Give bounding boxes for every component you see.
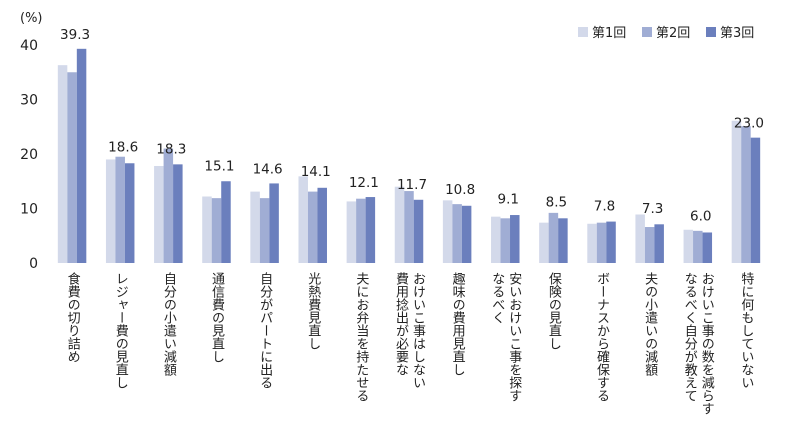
bar [635, 214, 645, 263]
bar [124, 163, 135, 263]
legend-swatch [706, 27, 716, 37]
bar [750, 137, 761, 263]
bar [461, 205, 472, 263]
data-label: 10.8 [445, 182, 475, 198]
y-tick-label: 40 [20, 38, 38, 54]
bar [413, 199, 424, 263]
bar [693, 230, 703, 263]
bars-group [57, 48, 761, 263]
bar [558, 218, 568, 263]
x-tick-label: レジャー費の見直し [113, 272, 129, 389]
x-tick-label: なるべく [489, 272, 505, 324]
legend-label: 第3回 [720, 26, 754, 41]
bar [702, 232, 713, 263]
data-label: 18.6 [108, 140, 138, 156]
x-tick-label: おけいこ事はしない [410, 272, 426, 389]
x-tick-label: 費用捻出が必要な [393, 272, 409, 376]
data-label: 14.1 [301, 164, 331, 180]
bar [539, 222, 549, 263]
y-tick-label: 10 [20, 202, 38, 218]
data-labels-group: 39.3 18.6 18.3 15.1 14.6 14.1 12.1 11.7 10.8 9.1 8… [60, 27, 764, 224]
data-label: 7.3 [642, 201, 663, 217]
x-tick-label: 自分の小遣い減額 [161, 272, 177, 377]
data-label: 12.1 [349, 175, 379, 191]
y-tick-label: 0 [29, 256, 38, 272]
bar [202, 196, 212, 263]
bar [587, 223, 597, 263]
y-axis: 0 10 20 30 40 [20, 38, 38, 272]
bar [654, 224, 664, 263]
y-tick-label: 20 [20, 147, 38, 163]
bar [259, 198, 270, 263]
bar [404, 191, 414, 263]
bar [115, 156, 125, 263]
x-tick-label: 特に何もしていない [738, 272, 754, 389]
data-label: 14.6 [253, 161, 283, 177]
bar [452, 204, 462, 263]
x-tick-label: 安いおけいこ事を探す [506, 272, 522, 402]
x-tick-labels-group: 食費の切り詰め レジャー費の見直し 自分の小遣い減額 通信費の見直し 自分がパートに出る… [65, 271, 754, 415]
bar [67, 72, 77, 263]
x-tick-label: 趣味の費用見直し [450, 272, 466, 376]
bar [154, 165, 164, 263]
bar [442, 200, 453, 263]
bar [606, 221, 616, 263]
bar [365, 197, 376, 263]
data-label: 15.1 [204, 159, 234, 175]
data-label: 6.0 [690, 208, 711, 224]
bar [105, 159, 116, 263]
data-label: 7.8 [594, 198, 615, 214]
bar [269, 183, 279, 263]
y-axis-unit-label: (%) [20, 11, 43, 26]
bar [491, 216, 501, 263]
x-tick-label: おけいこ事の数を減らす [699, 272, 715, 415]
bar [211, 198, 222, 263]
bar [394, 186, 405, 263]
data-label: 23.0 [734, 116, 764, 132]
legend-label: 第1回 [592, 26, 626, 41]
bar [346, 201, 357, 263]
bar [548, 212, 559, 263]
bar [307, 191, 318, 263]
data-label: 18.3 [156, 141, 186, 157]
data-label: 8.5 [546, 195, 567, 211]
legend-label: 第2回 [656, 26, 690, 41]
bar [510, 215, 520, 263]
bar [644, 227, 655, 263]
bar [298, 176, 308, 263]
bar [163, 148, 174, 263]
x-tick-label: 夫にお弁当を持たせる [353, 272, 369, 402]
bar [221, 181, 231, 263]
legend: 第1回 第2回 第3回 [578, 26, 754, 41]
data-label: 39.3 [60, 27, 90, 43]
x-tick-label: ボーナスから確保する [594, 272, 610, 402]
y-tick-label: 30 [20, 93, 38, 109]
bar [596, 222, 607, 263]
x-tick-label: 自分がパートに出る [257, 272, 273, 389]
bar [741, 126, 751, 263]
data-label: 11.7 [397, 177, 427, 193]
data-label: 9.1 [498, 191, 519, 207]
x-tick-label: 光熱費見直し [305, 272, 321, 350]
bar [173, 164, 183, 263]
x-tick-label: 保険の見直し [546, 272, 562, 350]
bar [317, 187, 327, 263]
bar [500, 218, 511, 263]
legend-swatch [578, 27, 588, 37]
bar [250, 191, 260, 263]
bar [683, 229, 694, 263]
x-tick-label: 通信費の見直し [209, 272, 225, 363]
bar [356, 198, 366, 263]
x-tick-label: なるべく自分が教えて [682, 272, 698, 402]
legend-swatch [642, 27, 652, 37]
bar [731, 120, 742, 263]
x-tick-label: 食費の切り詰め [65, 271, 81, 363]
x-tick-label: 夫の小遣いの減額 [642, 272, 658, 377]
bar [76, 48, 87, 263]
bar [57, 65, 68, 263]
